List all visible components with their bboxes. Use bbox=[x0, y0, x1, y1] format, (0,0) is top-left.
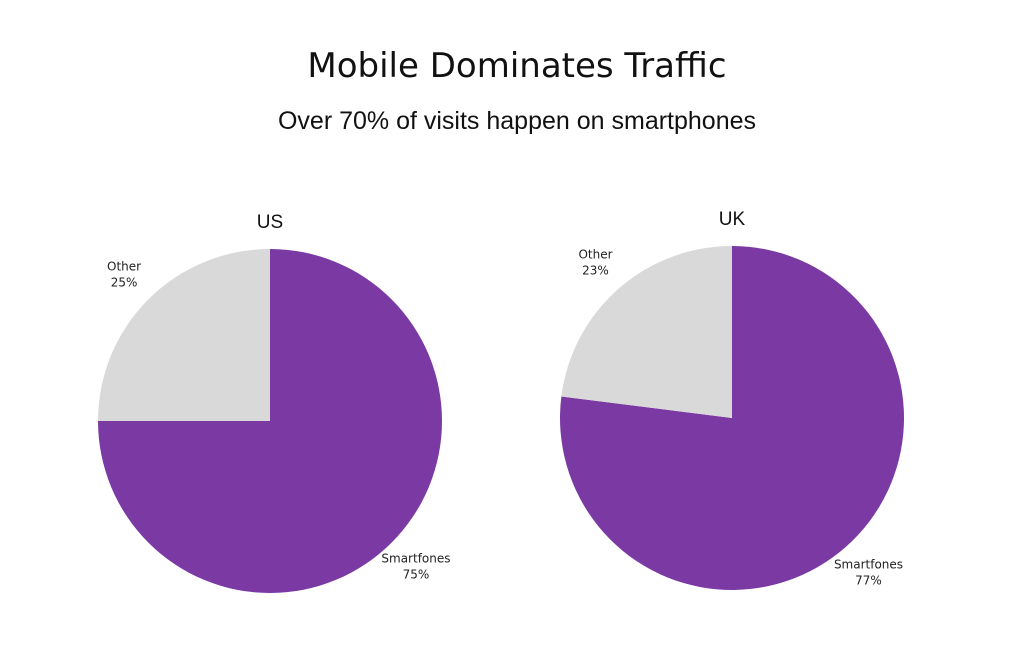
pie-title: UK bbox=[719, 209, 746, 230]
slice-value-label: 23% bbox=[582, 264, 609, 278]
chart-title: Mobile Dominates Traffic bbox=[307, 46, 726, 86]
slice-value-label: 25% bbox=[111, 276, 138, 290]
pie-title: US bbox=[257, 212, 283, 233]
slice-category-label: Other bbox=[578, 248, 612, 262]
chart-subtitle: Over 70% of visits happen on smartphones bbox=[278, 107, 756, 135]
slice-category-label: Other bbox=[107, 260, 141, 274]
slice-category-label: Smartfones bbox=[381, 551, 450, 565]
slice-value-label: 77% bbox=[855, 573, 882, 587]
pie-slice bbox=[98, 249, 270, 421]
slice-category-label: Smartfones bbox=[834, 557, 903, 571]
slice-value-label: 75% bbox=[403, 567, 430, 581]
pie-slice bbox=[561, 246, 732, 418]
